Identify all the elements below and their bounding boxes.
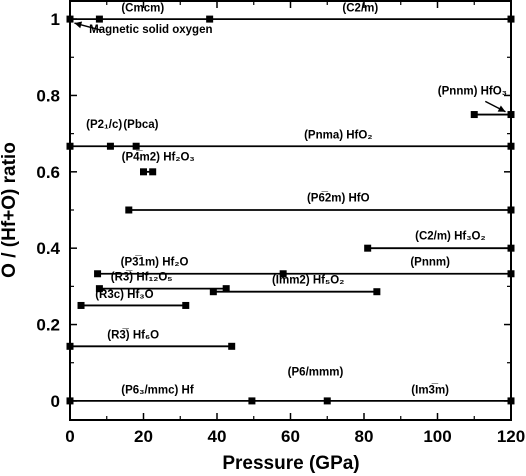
phase-label: (Pnnm) <box>410 256 450 268</box>
y-tick-label: 0.4 <box>36 239 60 258</box>
axes: 0 20 40 60 80 100 120 0 0.2 0.4 0.6 0.8 1 <box>36 0 525 446</box>
phase-boundary-marker <box>222 285 230 293</box>
x-tick-label: 80 <box>355 427 374 446</box>
phase-boundary-marker <box>95 285 103 293</box>
phase-label: (P2₁/c) <box>86 119 122 131</box>
x-tick-label: 100 <box>423 427 451 446</box>
phase-boundary-marker <box>106 142 114 150</box>
phase-boundary-marker <box>125 206 133 214</box>
x-tick-label: 0 <box>65 427 74 446</box>
x-tick-label: 40 <box>208 427 227 446</box>
phase-boundary-marker <box>248 397 256 405</box>
phase-label: (Imm2) Hf₅O₂ <box>272 274 344 286</box>
phase-ranges <box>66 15 515 405</box>
phase-label: (P6̅2m) HfO <box>307 193 370 205</box>
phase-label: (Pbca) <box>123 119 158 131</box>
phase-label: (R3̅c) Hf₃O <box>95 289 153 301</box>
x-tick-label: 20 <box>134 427 153 446</box>
phase-label: (P3̅1m) Hf₂O <box>121 256 189 268</box>
y-tick-label: 0.8 <box>36 86 60 105</box>
annotations: (Cmcm) (C2/m) Magnetic solid oxygen (Pnnm) … <box>74 2 507 396</box>
phase-boundary-marker <box>149 168 157 176</box>
phase-boundary-marker <box>228 342 236 350</box>
phase-boundary-marker <box>140 168 147 176</box>
phase-label: (C2/m) Hf₃O₂ <box>415 230 485 242</box>
y-axis-title: O / (Hf+O) ratio <box>0 142 20 278</box>
x-tick-label: 60 <box>281 427 300 446</box>
phase-boundary-marker <box>132 142 140 150</box>
phase-label: (R3̅) Hf₆O <box>107 330 159 342</box>
phase-label: (Pnma) HfO₂ <box>304 130 372 142</box>
y-tick-label: 0.6 <box>36 163 60 182</box>
phase-label: (P4̅m2) Hf₂O₃ <box>122 152 195 164</box>
phase-boundary-marker <box>95 15 103 23</box>
phase-boundary-marker <box>470 111 478 119</box>
phase-boundary-marker <box>94 270 102 278</box>
phase-label: (R3̅) Hf₁₂O₅ <box>111 272 173 284</box>
phase-boundary-marker <box>77 301 85 309</box>
phase-boundary-marker <box>323 397 331 405</box>
phase-label: Magnetic solid oxygen <box>89 24 212 36</box>
y-tick-label: 0 <box>51 392 60 411</box>
phase-label: (C2/m) <box>342 2 378 14</box>
y-tick-label: 1 <box>51 10 60 29</box>
phase-label: (P6₃/mmc) Hf <box>121 384 194 396</box>
x-axis-title: Pressure (GPa) <box>222 453 359 474</box>
phase-boundary-marker <box>182 301 190 309</box>
phase-boundary-marker <box>364 244 372 252</box>
phase-label: (Im3̅m) <box>411 384 449 396</box>
y-tick-label: 0.2 <box>36 316 60 335</box>
oxygen-arrow-head <box>74 21 83 29</box>
phase-label: (Cmcm) <box>121 2 164 14</box>
phase-boundary-marker <box>206 15 214 23</box>
phase-boundary-marker <box>373 288 381 296</box>
hfo3-arrow-head <box>497 105 506 112</box>
phase-label: (Pnnm) HfO₃ <box>438 86 507 98</box>
phase-label: (P6/mmm) <box>288 366 344 378</box>
x-tick-label: 120 <box>497 427 525 446</box>
phase-boundary-marker <box>279 270 287 278</box>
phase-boundary-marker <box>209 288 217 296</box>
